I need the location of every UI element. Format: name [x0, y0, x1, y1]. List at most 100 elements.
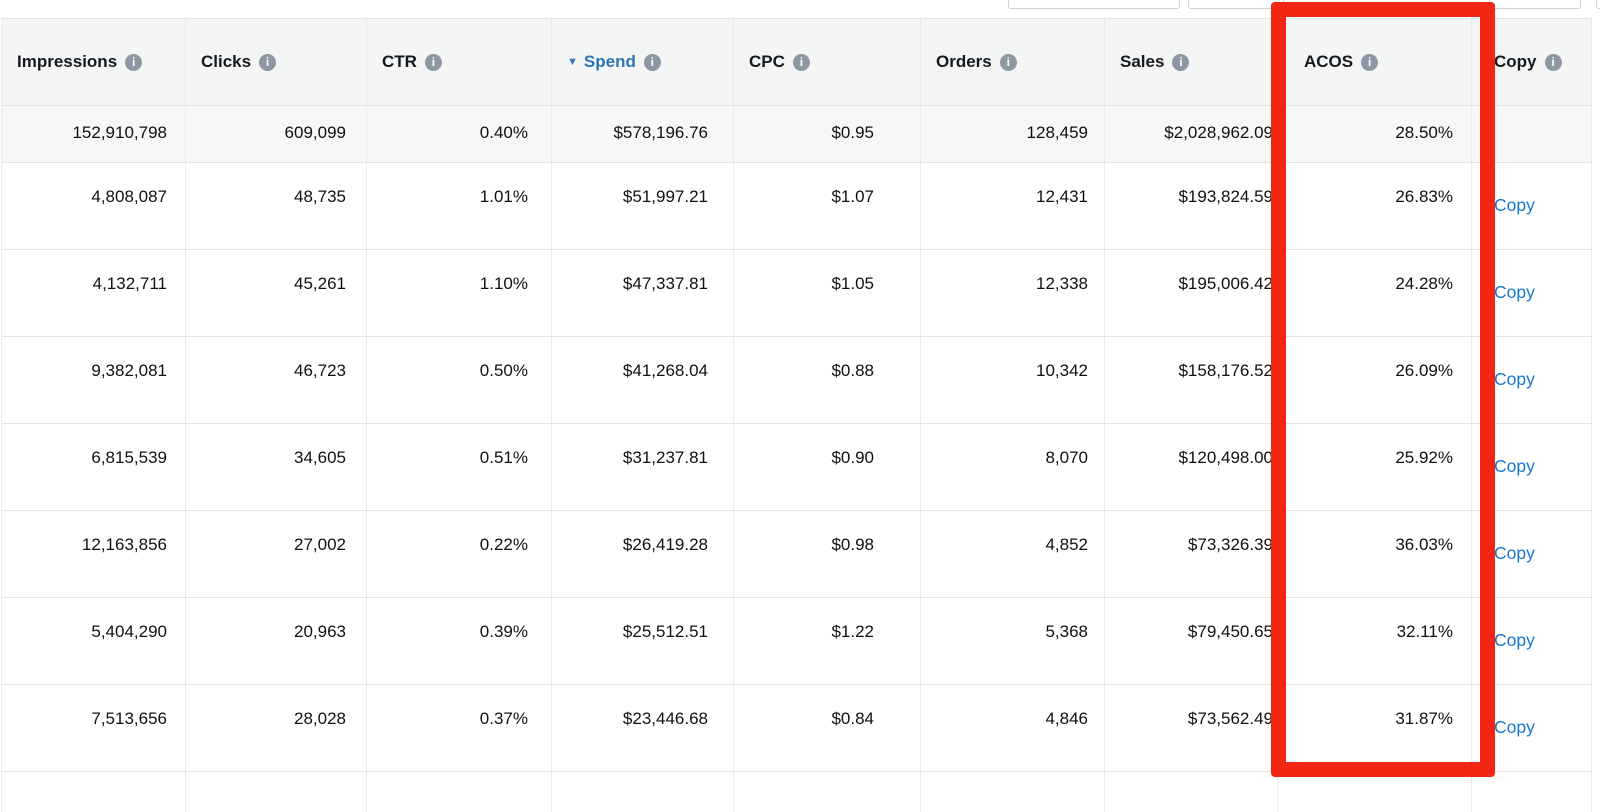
cell-clicks: 46,723	[186, 337, 367, 423]
table-header-row: Impressions i Clicks i CTR i ▼ Spend i C…	[2, 19, 1592, 106]
column-header-label: Copy	[1494, 52, 1537, 71]
copy-link[interactable]: Copy	[1494, 195, 1535, 215]
info-icon-glyph: i	[1551, 55, 1555, 69]
cell-cpc: $0.90	[734, 424, 921, 510]
info-icon[interactable]: i	[1172, 53, 1190, 71]
info-icon[interactable]: i	[1544, 53, 1562, 71]
cell-copy: Copy	[1472, 163, 1592, 249]
table-row: 4,132,711 45,261 1.10% $47,337.81 $1.05 12,33…	[2, 250, 1592, 337]
cell-spend: $25,512.51	[552, 598, 734, 684]
copy-link[interactable]: Copy	[1494, 456, 1535, 476]
cell-orders: 4,852	[921, 511, 1105, 597]
copy-link[interactable]: Copy	[1494, 543, 1535, 563]
cell-cpc: $0.84	[734, 685, 921, 771]
cell-impressions: 4,132,711	[2, 250, 186, 336]
column-header-sales[interactable]: Sales i	[1105, 19, 1278, 105]
cell-empty	[367, 772, 552, 812]
cell-empty	[1278, 772, 1472, 812]
cell-ctr: 1.10%	[367, 250, 552, 336]
copy-link[interactable]: Copy	[1494, 369, 1535, 389]
cell-impressions: 6,815,539	[2, 424, 186, 510]
column-header-clicks[interactable]: Clicks i	[186, 19, 367, 105]
cell-copy: Copy	[1472, 250, 1592, 336]
cutoff-control[interactable]	[1489, 0, 1581, 9]
info-icon[interactable]: i	[643, 53, 661, 71]
column-header-acos[interactable]: ACOS i	[1278, 19, 1472, 105]
cell-acos: 25.92%	[1278, 424, 1472, 510]
copy-link[interactable]: Copy	[1494, 717, 1535, 737]
metrics-table: Impressions i Clicks i CTR i ▼ Spend i C…	[1, 18, 1592, 812]
info-icon[interactable]: i	[259, 53, 277, 71]
totals-row: 152,910,798 609,099 0.40% $578,196.76 $0…	[2, 106, 1592, 163]
table-row: 7,513,656 28,028 0.37% $23,446.68 $0.84 4,846…	[2, 685, 1592, 772]
info-icon-glyph: i	[1179, 55, 1183, 69]
column-header-label: CTR	[382, 52, 417, 71]
cell-spend: $31,237.81	[552, 424, 734, 510]
cell-sales: $73,326.39	[1105, 511, 1278, 597]
info-icon[interactable]: i	[1361, 53, 1379, 71]
cell-cpc: $0.88	[734, 337, 921, 423]
cell-sales: $79,450.65	[1105, 598, 1278, 684]
cell-acos: 32.11%	[1278, 598, 1472, 684]
cell-impressions: 4,808,087	[2, 163, 186, 249]
cell-impressions: 5,404,290	[2, 598, 186, 684]
cell-empty	[2, 772, 186, 812]
column-header-cpc[interactable]: CPC i	[734, 19, 921, 105]
cell-acos: 36.03%	[1278, 511, 1472, 597]
totals-cell-clicks: 609,099	[186, 106, 367, 162]
cell-sales: $193,824.59	[1105, 163, 1278, 249]
totals-cell-copy	[1472, 106, 1592, 162]
info-icon[interactable]: i	[792, 53, 810, 71]
cell-empty	[734, 772, 921, 812]
cell-ctr: 0.22%	[367, 511, 552, 597]
cell-acos: 31.87%	[1278, 685, 1472, 771]
column-header-label: ACOS	[1304, 52, 1354, 71]
column-header-impressions[interactable]: Impressions i	[2, 19, 186, 105]
totals-cell-cpc: $0.95	[734, 106, 921, 162]
cell-impressions: 12,163,856	[2, 511, 186, 597]
info-icon[interactable]: i	[999, 53, 1017, 71]
copy-link[interactable]: Copy	[1494, 630, 1535, 650]
info-icon-glyph: i	[131, 55, 136, 69]
table-row: 12,163,856 27,002 0.22% $26,419.28 $0.98 4,85…	[2, 511, 1592, 598]
cell-copy: Copy	[1472, 685, 1592, 771]
cell-ctr: 0.39%	[367, 598, 552, 684]
copy-link[interactable]: Copy	[1494, 282, 1535, 302]
cell-clicks: 28,028	[186, 685, 367, 771]
column-header-copy[interactable]: Copy i	[1472, 19, 1592, 105]
cell-orders: 4,846	[921, 685, 1105, 771]
sort-desc-icon[interactable]: ▼	[567, 55, 578, 68]
cell-empty	[1105, 772, 1278, 812]
info-icon[interactable]: i	[125, 53, 143, 71]
cutoff-control[interactable]	[1596, 0, 1600, 9]
cell-ctr: 0.50%	[367, 337, 552, 423]
cell-orders: 12,431	[921, 163, 1105, 249]
table-row: 4,808,087 48,735 1.01% $51,997.21 $1.07 12,43…	[2, 163, 1592, 250]
cell-empty	[552, 772, 734, 812]
totals-cell-acos: 28.50%	[1278, 106, 1472, 162]
info-icon[interactable]: i	[424, 53, 442, 71]
totals-cell-orders: 128,459	[921, 106, 1105, 162]
table-row: 9,382,081 46,723 0.50% $41,268.04 $0.88 10,34…	[2, 337, 1592, 424]
cell-orders: 8,070	[921, 424, 1105, 510]
cell-spend: $47,337.81	[552, 250, 734, 336]
info-icon-glyph: i	[799, 55, 804, 69]
cell-copy: Copy	[1472, 337, 1592, 423]
totals-cell-spend: $578,196.76	[552, 106, 734, 162]
table-row: 6,815,539 34,605 0.51% $31,237.81 $0.90 8,070…	[2, 424, 1592, 511]
cell-empty	[186, 772, 367, 812]
info-icon-glyph: i	[431, 55, 436, 69]
cell-cpc: $1.05	[734, 250, 921, 336]
cell-cpc: $1.07	[734, 163, 921, 249]
column-header-orders[interactable]: Orders i	[921, 19, 1105, 105]
cutoff-control[interactable]	[1008, 0, 1180, 9]
column-header-ctr[interactable]: CTR i	[367, 19, 552, 105]
table-body: 4,808,087 48,735 1.01% $51,997.21 $1.07 12,43…	[2, 163, 1592, 772]
cell-clicks: 45,261	[186, 250, 367, 336]
cell-copy: Copy	[1472, 424, 1592, 510]
cell-sales: $195,006.42	[1105, 250, 1278, 336]
cell-spend: $26,419.28	[552, 511, 734, 597]
column-header-spend[interactable]: ▼ Spend i	[552, 19, 734, 105]
cutoff-control[interactable]	[1188, 0, 1284, 9]
cell-spend: $51,997.21	[552, 163, 734, 249]
